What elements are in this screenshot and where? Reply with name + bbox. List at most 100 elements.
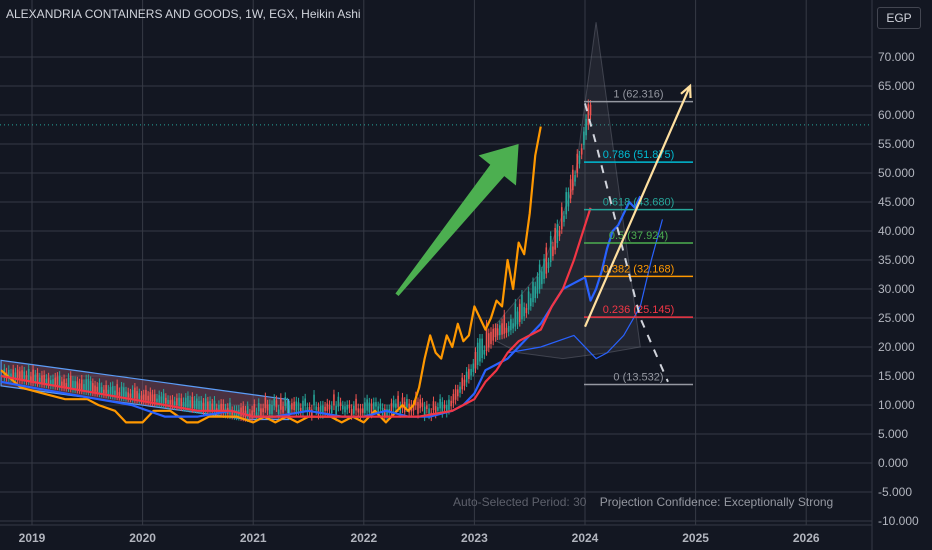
candle-body — [204, 398, 207, 411]
candle-body — [505, 327, 508, 333]
candle-body — [61, 381, 63, 387]
candle-body — [516, 311, 519, 325]
candle-body — [366, 399, 368, 411]
candle-body — [304, 398, 306, 406]
candle-body — [545, 247, 548, 274]
candle-body — [390, 403, 393, 412]
candle-body — [357, 408, 360, 413]
candle-body — [240, 407, 242, 417]
candle-body — [441, 401, 444, 414]
candle-body — [487, 333, 490, 348]
candle-body — [32, 369, 34, 382]
candle-body — [534, 286, 537, 299]
candle-body — [69, 375, 72, 388]
candle-body — [116, 384, 118, 396]
x-tick-label: 2023 — [461, 531, 488, 545]
y-tick-label: 40.000 — [878, 224, 915, 238]
y-tick-label: 60.000 — [878, 108, 915, 122]
candle-body — [149, 392, 152, 402]
candle-body — [434, 406, 437, 414]
candle-body — [419, 399, 422, 409]
candle-body — [222, 403, 225, 414]
candle-body — [94, 385, 96, 392]
candle-body — [401, 397, 404, 409]
candle-body — [160, 396, 163, 403]
candle-body — [54, 377, 57, 386]
candle-body — [406, 398, 408, 408]
candle-body — [421, 402, 424, 407]
candle-body — [134, 387, 136, 399]
candle-body — [583, 131, 585, 146]
fibonacci-levels: 1 (62.316)0.786 (51.875)0.618 (43.680)0.… — [584, 89, 693, 386]
x-tick-label: 2019 — [19, 531, 46, 545]
candle-body — [34, 374, 37, 382]
candle-body — [541, 271, 543, 285]
candle-body — [129, 393, 132, 398]
candle-body — [348, 404, 351, 409]
candle-body — [266, 404, 269, 411]
candle-body — [496, 328, 499, 336]
candle-body — [50, 380, 52, 385]
candle-body — [574, 175, 576, 182]
candle-body — [523, 307, 525, 317]
candle-body — [463, 379, 466, 386]
confidence-text: Projection Confidence: Exceptionally Str… — [599, 495, 834, 509]
candle-body — [512, 323, 514, 329]
candle-body — [72, 380, 74, 389]
candle-body — [368, 402, 371, 413]
candle-body — [120, 386, 123, 397]
candle-body — [372, 402, 375, 410]
candle-body — [479, 338, 481, 362]
status-text: Auto-Selected Period: 30 Projection Conf… — [453, 495, 833, 509]
candle-body — [105, 385, 107, 394]
candle-body — [330, 405, 333, 414]
candle-body — [111, 386, 114, 395]
candle-body — [359, 408, 362, 415]
candle-body — [89, 381, 92, 392]
candle-body — [178, 397, 180, 406]
candle-body — [131, 389, 134, 399]
candle-body — [80, 379, 83, 390]
candle-body — [52, 379, 54, 385]
candle-body — [428, 408, 430, 415]
candle-body — [180, 398, 183, 407]
candle-body — [337, 396, 340, 407]
currency-button[interactable]: EGP — [877, 7, 921, 29]
candle-body — [198, 401, 200, 410]
candle-body — [140, 395, 143, 400]
candle-body — [268, 404, 271, 414]
candle-body — [253, 404, 256, 412]
candle-body — [514, 303, 517, 327]
series-line-blue — [0, 195, 642, 418]
price-axis[interactable]: 70.000 65.000 60.000 55.000 50.000 45.000 40.0… — [878, 50, 919, 528]
candle-body — [100, 387, 103, 393]
candle-body — [395, 403, 397, 408]
y-tick-label: 30.000 — [878, 282, 915, 296]
candle-body — [200, 400, 203, 410]
candle-body — [328, 405, 331, 410]
y-tick-label: 25.000 — [878, 311, 915, 325]
candle-body — [213, 400, 216, 412]
candle-body — [184, 397, 187, 407]
projection-dashed-line — [584, 103, 669, 383]
candle-body — [457, 389, 459, 397]
candle-body — [317, 407, 320, 415]
trend-arrow-green — [395, 144, 519, 297]
candle-body — [38, 377, 41, 383]
candle-body — [27, 368, 30, 381]
candle-body — [585, 118, 587, 136]
candle-body — [324, 406, 326, 411]
y-tick-label: 10.000 — [878, 398, 915, 412]
candle-body — [445, 404, 448, 413]
candle-body — [147, 395, 149, 401]
time-axis[interactable]: 2019 2020 2021 2022 2023 2024 2025 2026 — [19, 531, 820, 545]
candle-body — [503, 314, 506, 334]
candle-body — [87, 379, 90, 391]
candle-body — [454, 389, 457, 400]
candle-body — [565, 192, 567, 215]
candle-body — [461, 377, 464, 390]
candle-body — [109, 386, 112, 395]
y-tick-label: 0.000 — [878, 456, 908, 470]
candle-body — [322, 405, 324, 415]
candle-body — [293, 401, 295, 411]
